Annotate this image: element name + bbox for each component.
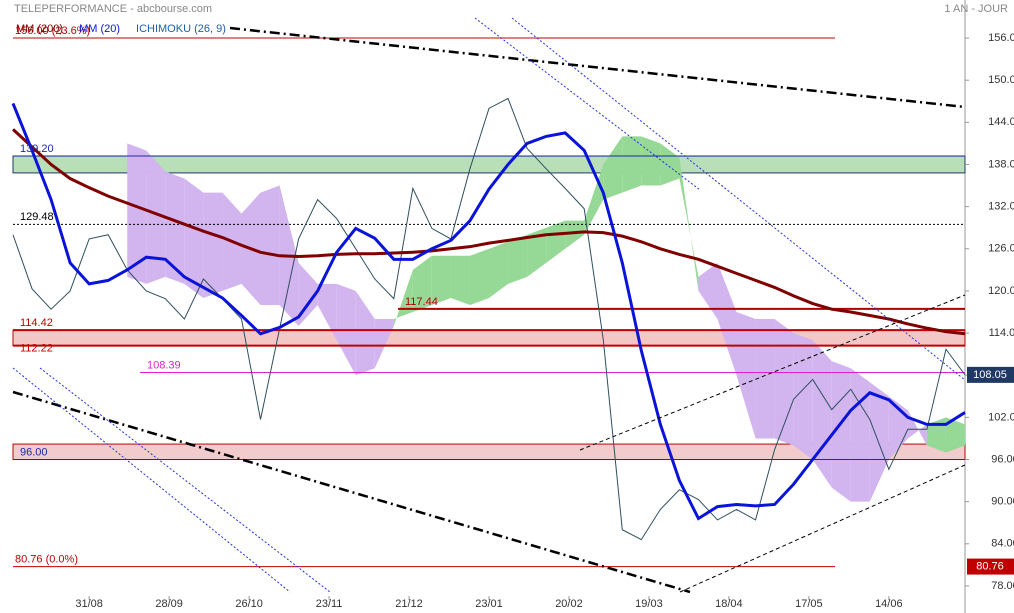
level-label: 139.20 — [20, 143, 54, 155]
ichimoku-cloud — [755, 319, 775, 439]
channel-line — [511, 17, 966, 381]
ichimoku-cloud — [127, 143, 147, 284]
legend-entry: MM (20) — [79, 23, 120, 35]
y-tick-label: 132.00 — [988, 201, 1014, 213]
ichimoku-cloud — [489, 241, 509, 298]
band — [12, 329, 966, 347]
ichimoku-cloud — [469, 248, 489, 305]
x-tick-label: 19/03 — [635, 598, 663, 610]
ichimoku-cloud — [831, 361, 851, 502]
y-tick-label: 96.00 — [991, 453, 1014, 465]
price-tag — [967, 558, 1014, 575]
chart-title: TELEPERFORMANCE - abcbourse.com — [14, 3, 212, 15]
x-tick-label: 20/02 — [555, 598, 583, 610]
ichimoku-cloud — [260, 185, 280, 305]
legend-entry: MM (200) — [16, 23, 63, 35]
ichimoku-cloud — [679, 157, 699, 291]
ichimoku-cloud — [450, 255, 470, 305]
level-label: 114.42 — [20, 317, 53, 329]
plot-area — [11, 0, 966, 613]
chart-subtitle: 1 AN - JOUR — [944, 3, 1008, 15]
ichimoku-cloud — [184, 178, 204, 298]
level-label: 96.00 — [20, 446, 48, 458]
ichimoku-cloud — [869, 382, 889, 502]
level-label: 112.22 — [20, 342, 53, 354]
y-tick-label: 156.00 — [988, 32, 1014, 44]
y-tick-label: 150.00 — [988, 74, 1014, 86]
channel-line — [12, 367, 291, 593]
channel-line — [679, 464, 966, 593]
ichimoku-cloud — [622, 136, 642, 193]
ichimoku-cloud — [203, 192, 223, 298]
x-tick-label: 21/12 — [395, 598, 423, 610]
ichimoku-cloud — [374, 319, 394, 369]
ichimoku-cloud — [565, 220, 585, 249]
ichimoku-cloud — [412, 255, 432, 312]
ichimoku-cloud — [603, 136, 623, 200]
x-tick-label: 14/06 — [875, 598, 903, 610]
y-tick-label: 120.00 — [988, 285, 1014, 297]
ichimoku-cloud — [165, 171, 185, 284]
ichimoku-cloud — [146, 150, 166, 284]
moving-average-line — [11, 102, 966, 521]
y-tick-label: 114.00 — [989, 327, 1014, 339]
price-line — [12, 97, 966, 541]
y-tick-label: 84.00 — [991, 538, 1014, 550]
y-tick-label: 78.00 — [991, 580, 1014, 592]
ichimoku-cloud — [698, 262, 718, 320]
x-tick-label: 17/05 — [795, 598, 823, 610]
legend-entry: ICHIMOKU (26, 9) — [136, 23, 226, 35]
ichimoku-cloud — [355, 290, 375, 376]
ichimoku-cloud — [945, 417, 965, 453]
ichimoku-cloud — [393, 269, 413, 327]
x-tick-label: 31/08 — [75, 598, 103, 610]
level-label: 156.00 (23.6%) — [15, 25, 90, 37]
x-tick-label: 28/09 — [155, 598, 183, 610]
ichimoku-cloud — [660, 143, 680, 186]
channel-line — [39, 367, 331, 593]
ichimoku-cloud — [508, 234, 528, 284]
x-tick-label: 26/10 — [235, 598, 263, 610]
trend-line — [12, 390, 691, 594]
level-label: 117.44 — [405, 296, 438, 308]
y-tick-label: 90.00 — [991, 496, 1014, 508]
price-tag-label: 80.76 — [976, 560, 1004, 572]
x-tick-label: 23/11 — [316, 598, 343, 610]
moving-average-line — [11, 128, 966, 336]
price-tag-label: 108.05 — [973, 369, 1007, 381]
y-tick-label: 102.00 — [988, 411, 1014, 423]
level-label: 80.76 (0.0%) — [15, 553, 78, 565]
ichimoku-cloud — [926, 417, 946, 453]
ichimoku-cloud — [736, 312, 756, 439]
ichimoku-cloud — [546, 220, 566, 263]
ichimoku-cloud — [717, 262, 737, 376]
trend-lines — [12, 17, 966, 594]
ichimoku-cloud — [907, 410, 927, 446]
x-tick-label: 23/01 — [475, 598, 503, 610]
trend-line — [229, 26, 966, 109]
ichimoku-cloud — [812, 340, 832, 488]
channel-line — [474, 17, 701, 191]
ichimoku-cloud — [317, 283, 337, 341]
y-tick-label: 144.00 — [988, 116, 1014, 128]
price-tag — [967, 366, 1014, 383]
ichimoku-cloud — [641, 136, 661, 186]
x-tick-label: 18/04 — [715, 598, 743, 610]
ichimoku-cloud — [850, 368, 870, 502]
overlay: 156.00 (23.6%) 139.20 129.48 117.44 114.42 11… — [15, 23, 1014, 610]
channel-line — [579, 294, 966, 451]
y-tick-label: 126.00 — [988, 243, 1014, 255]
ichimoku-cloud — [527, 227, 547, 277]
level-label: 108.39 — [147, 359, 181, 371]
ichimoku-cloud — [431, 255, 451, 305]
y-tick-label: 138.00 — [988, 158, 1014, 170]
ichimoku-cloud — [793, 333, 813, 460]
level-label: 129.48 — [20, 211, 54, 223]
ichimoku-cloud — [774, 319, 794, 446]
